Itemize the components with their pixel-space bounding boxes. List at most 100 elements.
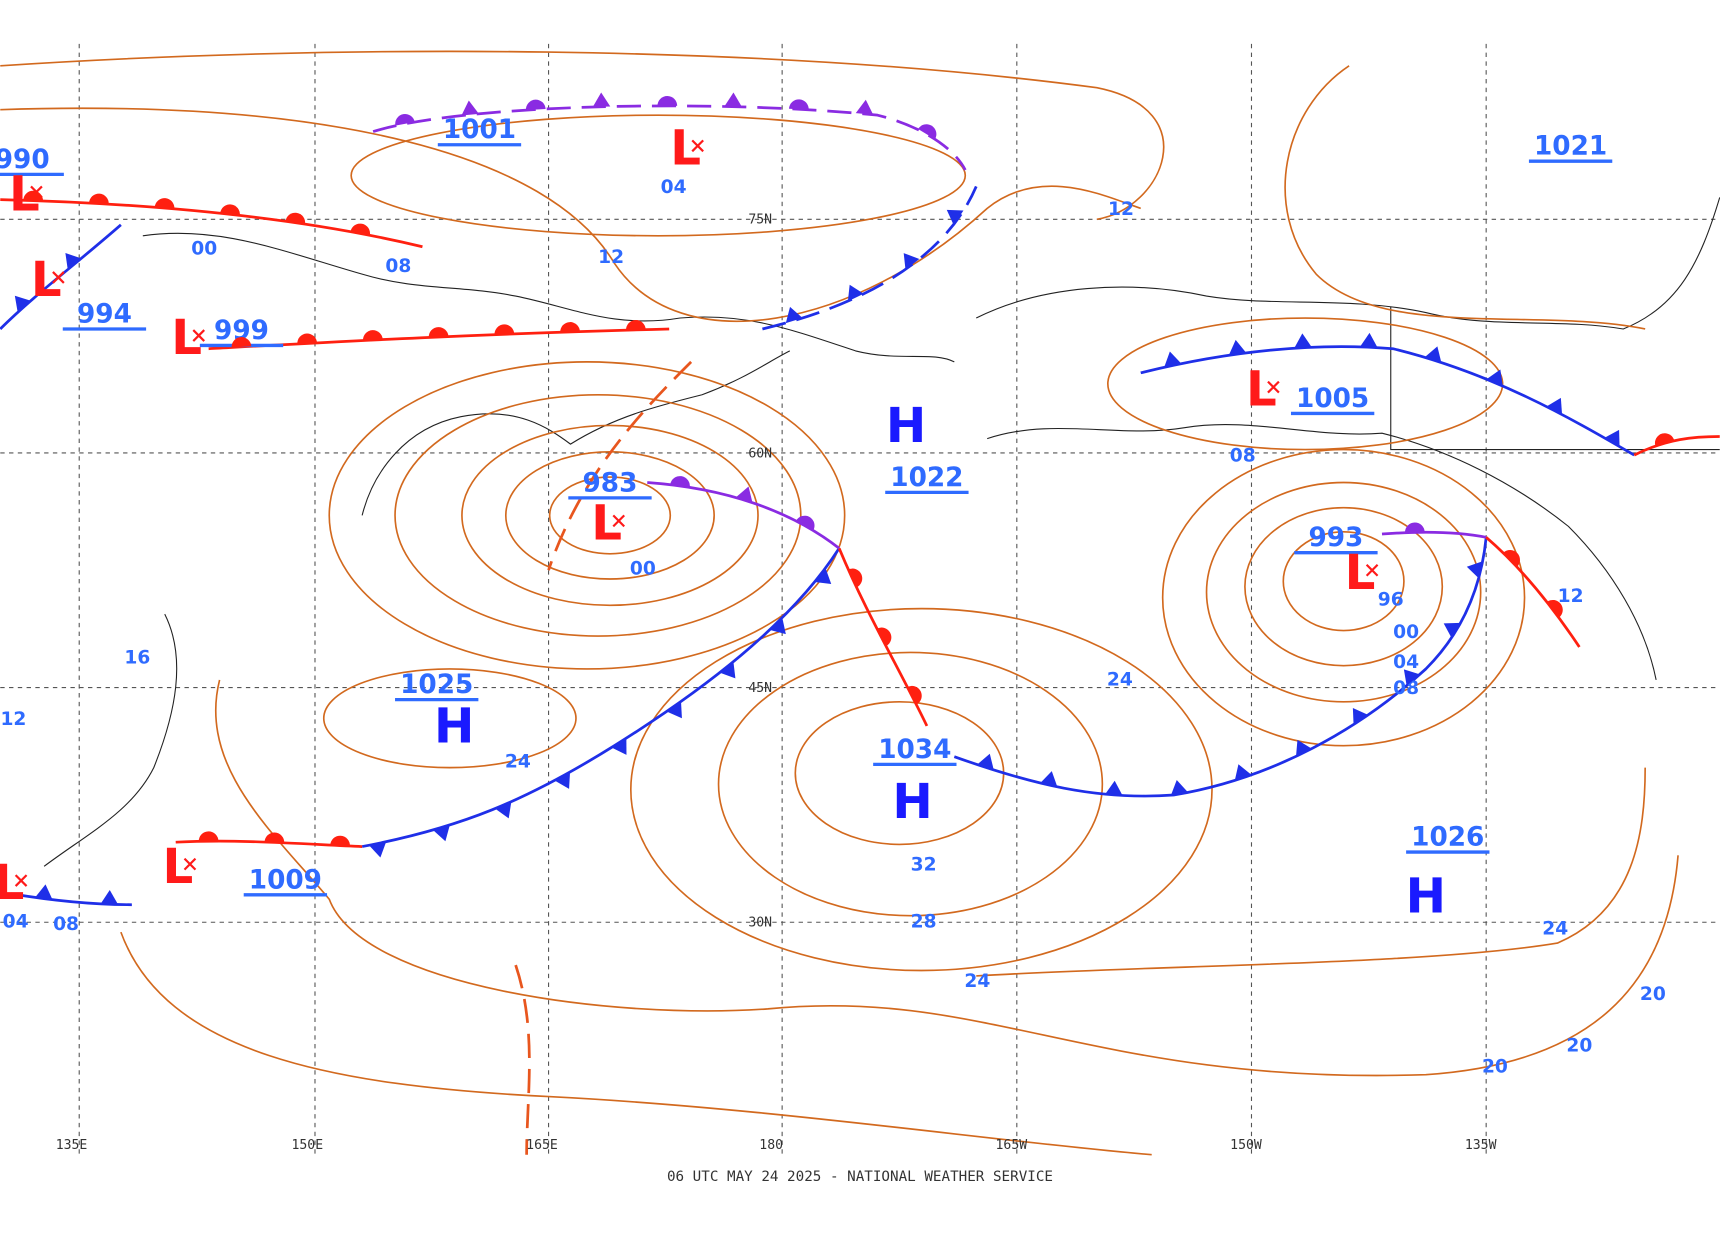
front-barb xyxy=(1360,332,1378,348)
front-bump xyxy=(876,627,892,647)
front-bump xyxy=(1404,522,1425,533)
isobar-label: 32 xyxy=(911,855,937,876)
coastline xyxy=(975,197,1720,330)
front-barb xyxy=(735,486,753,503)
isobar-label: 24 xyxy=(964,971,990,992)
front-bump xyxy=(198,831,219,842)
latitude-label: 30N xyxy=(748,916,772,931)
front-bump xyxy=(918,124,937,140)
front-bump xyxy=(363,330,383,341)
isobar-label: 04 xyxy=(661,177,687,198)
front-barb xyxy=(495,801,512,819)
border xyxy=(1390,307,1720,451)
front-barb xyxy=(1466,561,1483,579)
front-barb xyxy=(666,701,682,719)
front-barb xyxy=(65,253,82,270)
front-barb xyxy=(461,100,479,116)
front-bump xyxy=(297,333,318,344)
front-barb xyxy=(1296,739,1312,757)
longitude-label: 165W xyxy=(996,1138,1028,1153)
front-bump xyxy=(350,223,371,236)
latitude-label: 45N xyxy=(748,681,772,696)
front-barb xyxy=(100,889,119,905)
front-barb xyxy=(554,772,571,789)
front-bump xyxy=(796,515,815,531)
warm-front xyxy=(1633,435,1720,457)
coastline xyxy=(987,424,1657,681)
grid xyxy=(0,43,1720,1155)
high-center: H xyxy=(892,774,932,830)
central-pressure: 1022 xyxy=(890,463,963,493)
isobar-label: 00 xyxy=(191,238,217,259)
front-bump xyxy=(428,327,449,338)
coastlines xyxy=(43,197,1720,867)
isobar-label: 08 xyxy=(385,256,411,277)
front-bump xyxy=(231,337,252,348)
central-pressure: 1026 xyxy=(1411,822,1484,852)
isobar xyxy=(1244,506,1444,667)
low-marker xyxy=(1365,563,1379,577)
latitude-label: 60N xyxy=(748,446,772,461)
low-marker xyxy=(1267,380,1280,394)
front-barb xyxy=(432,825,450,842)
front-barb xyxy=(847,284,864,302)
isobar xyxy=(350,114,967,237)
isobar xyxy=(214,679,1679,1077)
front-barb xyxy=(724,92,742,107)
isobar-label: 24 xyxy=(505,752,531,773)
isobar-label: 20 xyxy=(1640,984,1666,1005)
front-bump xyxy=(494,324,515,335)
isobar xyxy=(1107,317,1504,451)
central-pressure: 1009 xyxy=(249,865,322,895)
front-barb xyxy=(785,306,803,324)
front-bump xyxy=(330,835,350,847)
front-bump xyxy=(89,193,109,205)
front-barb xyxy=(855,99,874,115)
central-pressure: 990 xyxy=(0,145,50,175)
warm-front xyxy=(0,198,423,249)
isobar xyxy=(1205,481,1482,703)
longitude-label: 165E xyxy=(526,1138,558,1153)
front-bump xyxy=(525,99,546,111)
front-bump xyxy=(657,96,678,106)
cold-front xyxy=(1140,345,1635,457)
front-barb xyxy=(769,617,786,635)
low-marker xyxy=(14,874,28,887)
front-bump xyxy=(285,212,306,225)
front-barb xyxy=(719,661,736,679)
front-barb xyxy=(14,295,31,313)
central-pressure: 994 xyxy=(77,299,132,329)
front-barb xyxy=(35,884,53,900)
central-pressure: 1005 xyxy=(1296,384,1369,414)
front-bump xyxy=(907,685,922,705)
isobar xyxy=(322,668,577,769)
central-pressure: 993 xyxy=(1308,523,1363,553)
isobar xyxy=(1284,65,1646,330)
front-bump xyxy=(395,114,415,126)
isobar xyxy=(394,393,802,637)
front-barb xyxy=(1604,429,1620,447)
low-marker xyxy=(691,139,704,153)
isobar-label: 28 xyxy=(911,912,937,933)
isobar xyxy=(0,50,1165,221)
front-barb xyxy=(1443,622,1461,639)
longitude-label: 150E xyxy=(291,1138,323,1153)
front-barb xyxy=(1546,397,1563,415)
isobar-label: 04 xyxy=(1393,652,1419,673)
front-barb xyxy=(1234,764,1252,781)
central-pressure: 1025 xyxy=(400,670,473,700)
isobar-label: 12 xyxy=(1108,199,1134,220)
low-center: L xyxy=(0,855,24,911)
isobar xyxy=(0,107,1141,323)
isobar-label: 08 xyxy=(1230,446,1256,467)
front-bump xyxy=(220,204,240,216)
front-barb xyxy=(1040,771,1058,787)
central-pressure: 1034 xyxy=(878,735,951,765)
isobar-label: 96 xyxy=(1378,589,1404,610)
isobar-label: 04 xyxy=(3,912,29,933)
front-barb xyxy=(903,253,920,270)
front-bump xyxy=(788,99,809,110)
isobar xyxy=(629,607,1213,972)
longitude-label: 180 xyxy=(759,1138,783,1153)
